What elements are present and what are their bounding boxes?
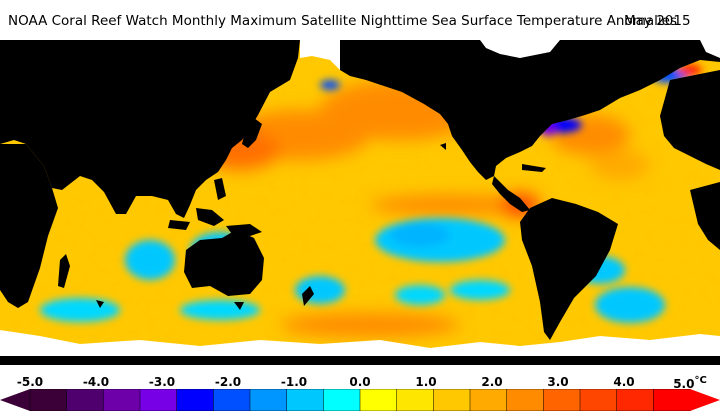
colorbar-unit: °C bbox=[694, 375, 707, 386]
colorbar-swatch bbox=[66, 389, 105, 411]
colorbar-swatch bbox=[579, 389, 618, 411]
colorbar-tick-label: 5.0°C bbox=[673, 375, 707, 391]
antarctica bbox=[0, 356, 720, 365]
colorbar-tick-label: -1.0 bbox=[280, 375, 308, 389]
colorbar-min-arrow bbox=[0, 389, 30, 411]
colorbar-swatch bbox=[469, 389, 508, 411]
colorbar-swatch bbox=[29, 389, 68, 411]
colorbar-tick-label: -4.0 bbox=[82, 375, 110, 389]
colorbar-tick-label: -3.0 bbox=[148, 375, 176, 389]
colorbar-tick-label: 3.0 bbox=[547, 375, 569, 389]
land-layer bbox=[0, 40, 720, 340]
colorbar-swatch bbox=[543, 389, 581, 411]
colorbar-tick-label: 4.0 bbox=[613, 375, 635, 389]
map-title: NOAA Coral Reef Watch Monthly Maximum Sa… bbox=[8, 13, 678, 29]
colorbar-swatch bbox=[653, 389, 691, 411]
colorbar-swatch bbox=[616, 389, 655, 411]
map-date: May 2015 bbox=[624, 13, 691, 29]
map-title-bar: NOAA Coral Reef Watch Monthly Maximum Sa… bbox=[0, 0, 720, 40]
colorbar-swatch bbox=[103, 389, 141, 411]
colorbar-swatch bbox=[433, 389, 471, 411]
colorbar-swatch bbox=[506, 389, 545, 411]
colorbar-swatch bbox=[249, 389, 288, 411]
colorbar bbox=[0, 389, 720, 411]
colorbar-swatch bbox=[176, 389, 215, 411]
colorbar-tick-label: -2.0 bbox=[214, 375, 242, 389]
colorbar-max-arrow bbox=[690, 389, 720, 411]
colorbar-tick-label: 0.0 bbox=[349, 375, 371, 389]
colorbar-swatch bbox=[213, 389, 251, 411]
colorbar-swatch bbox=[286, 389, 325, 411]
colorbar-swatch bbox=[139, 389, 178, 411]
colorbar-legend: -5.0 -4.0 -3.0 -2.0 -1.0 0.0 1.0 2.0 3.0 4.0 5.0°C bbox=[0, 365, 720, 411]
sst-anomaly-map bbox=[0, 40, 720, 365]
colorbar-swatch bbox=[396, 389, 435, 411]
colorbar-tick-label: 2.0 bbox=[481, 375, 503, 389]
colorbar-swatch bbox=[359, 389, 398, 411]
colorbar-tick-label: -5.0 bbox=[16, 375, 44, 389]
colorbar-tick-label: 1.0 bbox=[415, 375, 437, 389]
colorbar-swatch bbox=[323, 389, 361, 411]
